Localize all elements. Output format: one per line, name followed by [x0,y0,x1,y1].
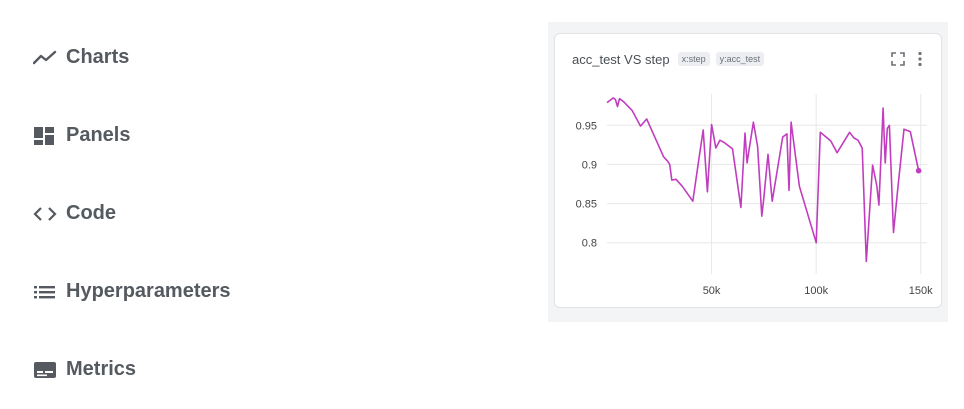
nav-item-metrics[interactable]: Metrics [33,358,136,381]
nav-item-hyperparameters[interactable]: Hyperparameters [33,280,231,303]
metrics-icon [33,359,59,381]
nav-item-label: Panels [66,124,131,146]
y-tick-label: 0.95 [576,120,597,132]
chart-plot[interactable]: 0.8 0.85 0.9 0.95 50k 100k 150k [555,34,943,309]
y-tick-label: 0.85 [576,199,597,211]
x-tick-label: 150k [909,285,933,297]
y-tick-label: 0.8 [582,238,597,250]
nav-item-label: Code [66,202,116,224]
fullscreen-icon[interactable] [887,48,909,70]
code-icon [33,203,59,225]
chart-title: acc_test VS step [572,51,670,67]
y-tick-label: 0.9 [582,159,597,171]
nav-item-code[interactable]: Code [33,202,116,225]
y-axis-badge: y:acc_test [715,52,765,66]
nav-item-panels[interactable]: Panels [33,124,130,147]
series-line [606,97,920,263]
more-vert-icon[interactable] [909,48,931,70]
list-icon [33,281,59,303]
x-tick-label: 50k [703,285,721,297]
nav-item-label: Charts [66,46,130,68]
x-axis-badge: x:step [677,52,710,66]
nav-item-label: Metrics [66,358,137,380]
x-tick-label: 100k [804,285,828,297]
chart-card-header: acc_test VS step x:step y:acc_test [572,48,931,70]
side-nav: Charts Panels Code Hyperparameters Metri… [33,46,231,381]
dashboard-icon [33,125,59,147]
chart-actions [887,48,931,70]
line-chart-icon [33,47,59,69]
chart-card: acc_test VS step x:step y:acc_test 0.8 0.… [554,33,942,308]
nav-item-label: Hyperparameters [66,280,231,302]
series-end-point [915,167,922,174]
nav-item-charts[interactable]: Charts [33,46,129,69]
